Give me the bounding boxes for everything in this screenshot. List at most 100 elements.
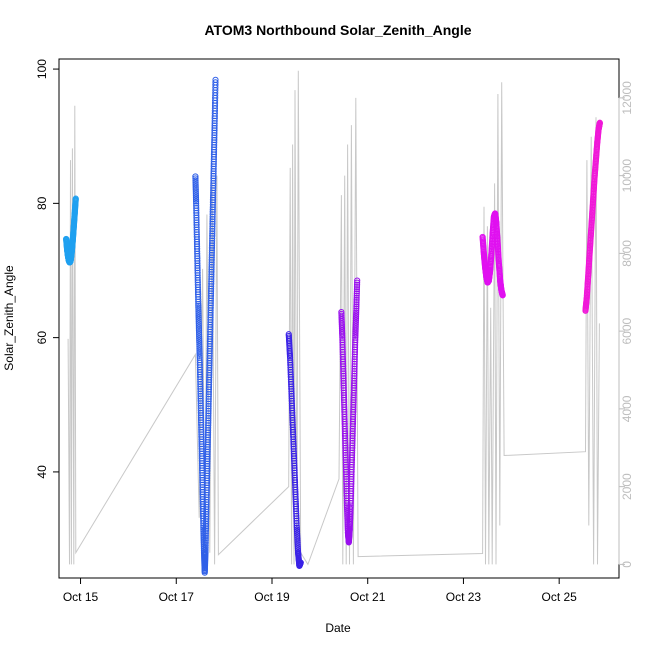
data-point — [196, 348, 203, 356]
data-point — [195, 329, 203, 336]
data-point — [196, 335, 203, 342]
data-point — [195, 312, 202, 319]
data-point — [352, 332, 359, 339]
x-tick-label: Oct 25 — [541, 590, 577, 604]
data-point — [192, 188, 199, 195]
data-point — [353, 283, 361, 291]
segment-6 — [582, 119, 603, 314]
data-point — [353, 290, 360, 297]
data-point — [195, 325, 203, 333]
data-point — [293, 522, 300, 529]
y-tick-label: 100 — [35, 59, 49, 79]
data-point — [192, 186, 199, 194]
x-tick-label: Oct 23 — [446, 590, 482, 604]
segment-5 — [479, 210, 506, 299]
data-point — [293, 526, 301, 533]
segment-4 — [338, 277, 361, 546]
data-point — [195, 320, 202, 327]
right-y-tick-label: 6000 — [620, 317, 634, 344]
data-point — [192, 198, 200, 205]
segment-3 — [285, 331, 304, 570]
data-point — [195, 298, 202, 305]
data-point — [352, 328, 359, 335]
data-point — [353, 303, 360, 310]
data-point — [352, 324, 359, 332]
data-point — [294, 532, 301, 539]
data-point — [353, 299, 360, 306]
data-point — [196, 333, 203, 340]
y-tick-label: 80 — [35, 196, 49, 210]
data-point — [192, 177, 199, 184]
data-point — [192, 190, 199, 197]
data-point — [352, 330, 359, 337]
data-point — [72, 195, 79, 202]
data-point — [195, 322, 202, 329]
data-point — [192, 175, 199, 182]
data-point — [195, 310, 202, 317]
data-point — [293, 528, 301, 535]
data-point — [293, 520, 300, 527]
data-point — [352, 326, 359, 334]
data-point — [192, 194, 200, 201]
data-point — [297, 559, 304, 566]
right-y-tick-label: 12000 — [620, 81, 634, 115]
data-point — [192, 184, 199, 192]
data-point — [352, 321, 359, 328]
data-point — [192, 196, 200, 203]
data-point — [195, 316, 202, 323]
segment-2 — [192, 76, 219, 576]
data-point — [195, 306, 202, 313]
data-point — [353, 311, 360, 318]
data-point — [293, 524, 300, 531]
right-y-tick-label: 4000 — [620, 395, 634, 422]
data-point — [195, 314, 202, 321]
y-axis: 40 60 80 100 — [35, 59, 60, 479]
data-point — [352, 323, 359, 330]
y-axis-label: Solar_Zenith_Angle — [2, 265, 16, 371]
right-y-tick-label: 0 — [620, 561, 634, 568]
data-point — [499, 292, 506, 299]
data-point — [353, 286, 361, 293]
x-tick-label: Oct 17 — [159, 590, 195, 604]
data-point — [294, 534, 301, 541]
x-tick-label: Oct 19 — [254, 590, 290, 604]
data-point — [196, 350, 203, 358]
data-point — [353, 281, 361, 288]
data-point — [339, 330, 346, 338]
data-point — [353, 294, 360, 301]
data-point — [192, 181, 199, 188]
data-point — [352, 334, 359, 341]
data-point — [196, 337, 203, 344]
chart-title: ATOM3 Northbound Solar_Zenith_Angle — [204, 22, 471, 38]
data-point — [196, 339, 203, 346]
data-point — [294, 535, 301, 543]
y-tick-label: 40 — [35, 465, 49, 479]
data-points — [63, 76, 603, 576]
right-y-tick-label: 8000 — [620, 240, 634, 267]
data-point — [192, 179, 199, 186]
data-point — [353, 288, 360, 295]
data-point — [195, 318, 202, 325]
segment-1 — [63, 195, 79, 266]
x-tick-label: Oct 15 — [63, 590, 99, 604]
data-point — [352, 315, 360, 322]
x-tick-label: Oct 21 — [350, 590, 386, 604]
data-point — [192, 192, 200, 199]
data-point — [192, 173, 199, 180]
data-point — [294, 539, 301, 546]
data-point — [353, 307, 360, 314]
data-point — [352, 317, 360, 324]
background-series-line — [67, 70, 600, 566]
data-point — [352, 319, 359, 326]
data-point — [195, 327, 203, 335]
data-point — [353, 309, 360, 316]
data-point — [354, 277, 361, 284]
data-point — [212, 76, 219, 83]
right-y-axis: 0 2000 4000 6000 8000 10000 12000 — [618, 81, 634, 568]
data-point — [195, 300, 202, 308]
x-axis: Oct 15 Oct 17 Oct 19 Oct 21 Oct 23 Oct 25 — [63, 577, 577, 604]
data-point — [195, 304, 202, 311]
data-point — [353, 292, 360, 299]
data-point — [195, 302, 202, 310]
